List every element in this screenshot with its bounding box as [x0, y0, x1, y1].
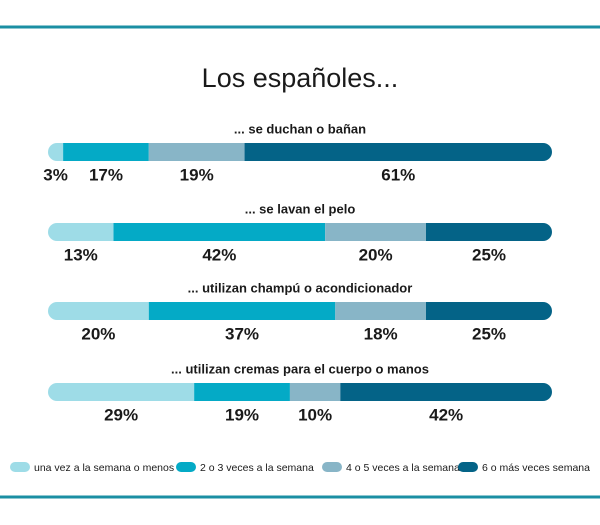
row-title: ... utilizan champú o acondicionador — [188, 280, 413, 295]
legend-swatch — [176, 462, 196, 472]
bar-row — [48, 383, 552, 401]
bar-segment — [48, 143, 64, 161]
bar-segment — [289, 383, 341, 401]
legend-swatch — [322, 462, 342, 472]
legend-swatch — [458, 462, 478, 472]
value-label: 61% — [381, 165, 415, 184]
bar-segment — [48, 223, 114, 241]
value-label: 18% — [364, 324, 398, 343]
value-label: 20% — [81, 324, 115, 343]
legend-swatch — [10, 462, 30, 472]
legend-text: 6 o más veces semana — [482, 462, 590, 474]
value-label: 10% — [298, 405, 332, 424]
row-title: ... se lavan el pelo — [245, 201, 356, 216]
bar-segment — [48, 302, 149, 320]
value-label: 17% — [89, 165, 123, 184]
value-label: 19% — [180, 165, 214, 184]
legend-text: una vez a la semana o menos — [34, 462, 174, 474]
value-label: 25% — [472, 324, 506, 343]
value-label: 37% — [225, 324, 259, 343]
bar-segment — [340, 383, 552, 401]
value-label: 3% — [43, 165, 68, 184]
bar-segment — [148, 302, 336, 320]
bar-segment — [148, 143, 245, 161]
value-label: 42% — [429, 405, 463, 424]
bar-segment — [325, 223, 426, 241]
bar-segment — [426, 223, 552, 241]
bar-segment — [426, 302, 552, 320]
value-label: 13% — [64, 245, 98, 264]
bar-segment — [335, 302, 426, 320]
chart-title: Los españoles... — [202, 63, 399, 93]
bar-segment — [63, 143, 149, 161]
bar-segment — [194, 383, 290, 401]
value-label: 20% — [359, 245, 393, 264]
value-label: 42% — [202, 245, 236, 264]
row-title: ... se duchan o bañan — [234, 121, 366, 136]
legend-text: 4 o 5 veces a la semana — [346, 462, 460, 474]
bar-row — [48, 223, 552, 241]
value-label: 19% — [225, 405, 259, 424]
row-title: ... utilizan cremas para el cuerpo o man… — [171, 361, 429, 376]
bar-segment — [113, 223, 326, 241]
value-label: 25% — [472, 245, 506, 264]
bar-row — [48, 302, 552, 320]
bar-segment — [244, 143, 552, 161]
bar-row — [48, 143, 552, 161]
legend-text: 2 o 3 veces a la semana — [200, 462, 314, 474]
value-label: 29% — [104, 405, 138, 424]
bar-segment — [48, 383, 195, 401]
